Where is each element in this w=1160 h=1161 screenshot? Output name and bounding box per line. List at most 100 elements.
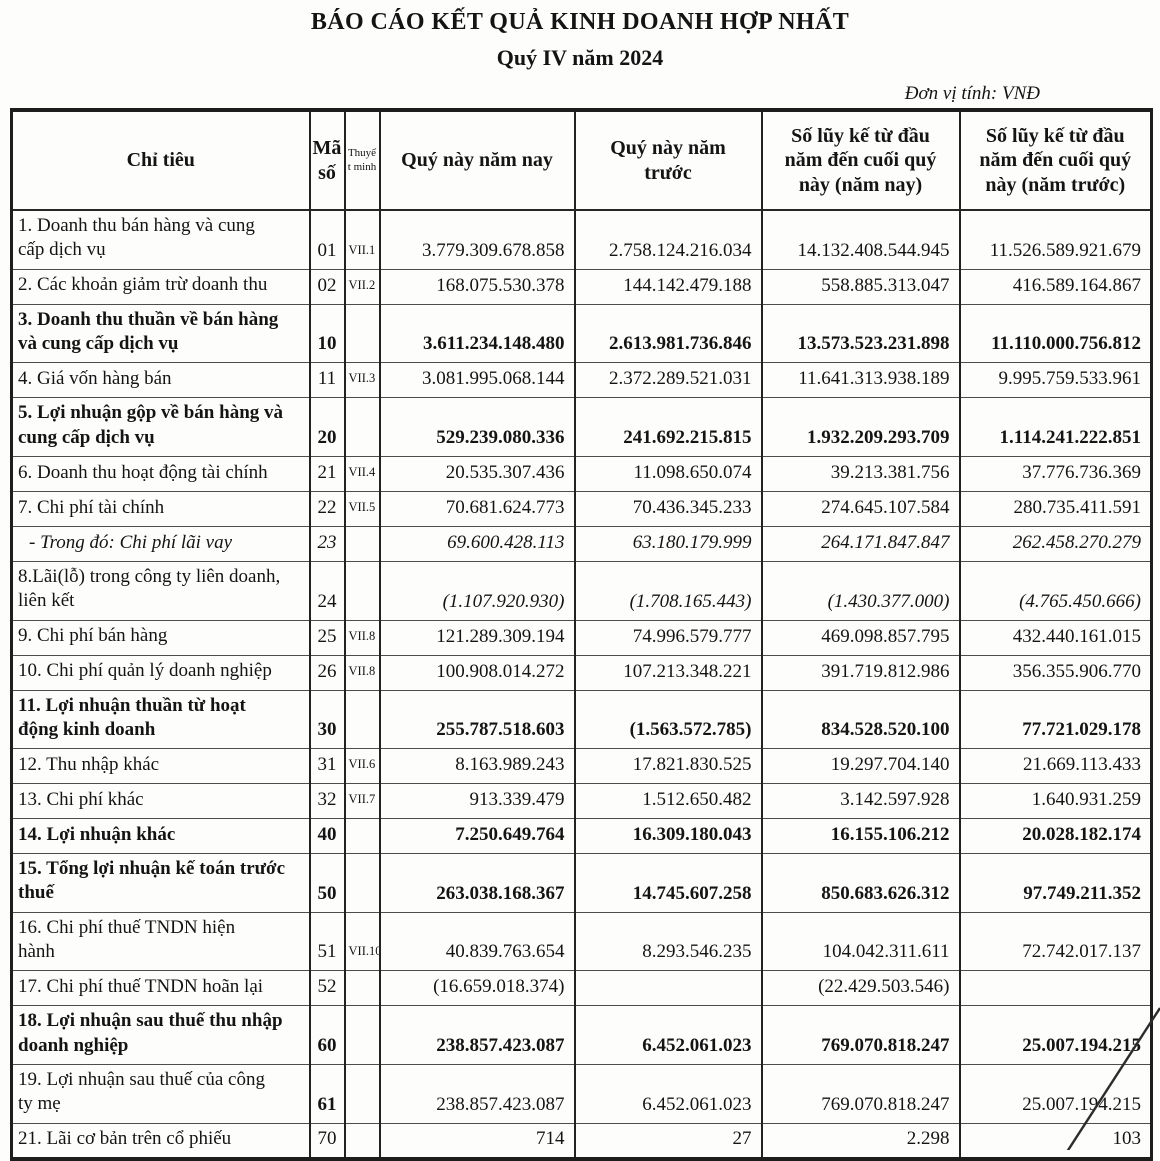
value-ytd-last-year: 72.742.017.137 xyxy=(958,911,1152,971)
value-ytd-this-year: 39.213.381.756 xyxy=(760,455,960,492)
row-code: 22 xyxy=(308,490,345,527)
table-row: 13. Chi phí khác 32 VII.7 913.339.479 1.512.… xyxy=(10,783,1152,819)
value-quarter-this-year: 69.600.428.113 xyxy=(378,525,575,562)
row-note xyxy=(343,689,380,749)
row-note xyxy=(343,303,380,363)
value-ytd-this-year: 558.885.313.047 xyxy=(760,268,960,305)
row-label: 19. Lợi nhuận sau thuế của công ty mẹ xyxy=(10,1064,310,1124)
value-ytd-last-year: 37.776.736.369 xyxy=(958,455,1152,492)
value-quarter-last-year: 241.692.215.815 xyxy=(573,397,762,457)
value-quarter-this-year: 913.339.479 xyxy=(378,783,575,819)
value-ytd-last-year: 9.995.759.533.961 xyxy=(958,362,1152,398)
row-note xyxy=(343,970,380,1006)
table-row: 7. Chi phí tài chính 22 VII.5 70.681.624.77… xyxy=(10,490,1152,527)
value-ytd-last-year: 25.007.194.215 xyxy=(958,1064,1152,1124)
table-row: 19. Lợi nhuận sau thuế của công ty mẹ 61 2… xyxy=(10,1064,1152,1124)
value-quarter-this-year: 238.857.423.087 xyxy=(378,1005,575,1065)
row-note: VII.1 xyxy=(343,209,380,270)
row-label: - Trong đó: Chi phí lãi vay xyxy=(10,525,310,562)
value-quarter-last-year: (1.563.572.785) xyxy=(573,689,762,749)
row-code: 40 xyxy=(308,818,345,854)
table-row: 10. Chi phí quản lý doanh nghiệp 26 VII.8 1… xyxy=(10,654,1152,690)
value-quarter-last-year: 6.452.061.023 xyxy=(573,1064,762,1124)
table-row: 21. Lãi cơ bản trên cổ phiếu 70 714 27 2.298… xyxy=(10,1122,1152,1159)
row-note xyxy=(343,853,380,913)
value-quarter-last-year: 11.098.650.074 xyxy=(573,455,762,492)
value-quarter-this-year: 3.611.234.148.480 xyxy=(378,303,575,363)
value-quarter-this-year: 100.908.014.272 xyxy=(378,654,575,690)
row-note: VII.7 xyxy=(343,783,380,819)
row-note: VII.10 xyxy=(343,911,380,971)
value-quarter-last-year: (1.708.165.443) xyxy=(573,560,762,620)
value-quarter-last-year: 16.309.180.043 xyxy=(573,818,762,854)
value-quarter-this-year: 7.250.649.764 xyxy=(378,818,575,854)
value-ytd-last-year: 25.007.194.215 xyxy=(958,1005,1152,1065)
value-quarter-last-year: 8.293.546.235 xyxy=(573,911,762,971)
value-ytd-this-year: 391.719.812.986 xyxy=(760,654,960,690)
row-code: 23 xyxy=(308,525,345,562)
table-header: Chỉ tiêu Mã số Thuyế t minh Quý này năm … xyxy=(10,109,1152,211)
value-ytd-this-year: (1.430.377.000) xyxy=(760,560,960,620)
header-row: Chỉ tiêu Mã số Thuyế t minh Quý này năm … xyxy=(10,109,1152,211)
value-quarter-this-year: 3.779.309.678.858 xyxy=(378,209,575,270)
row-note: VII.5 xyxy=(343,490,380,527)
value-quarter-this-year: 529.239.080.336 xyxy=(378,397,575,457)
row-label: 4. Giá vốn hàng bán xyxy=(10,362,310,398)
row-label: 1. Doanh thu bán hàng và cung cấp dịch v… xyxy=(10,209,310,270)
table-row: 9. Chi phí bán hàng 25 VII.8 121.289.309.19… xyxy=(10,619,1152,655)
header-ytd-this-year: Số lũy kế từ đầu năm đến cuối quý này (n… xyxy=(760,109,960,211)
value-quarter-last-year: 70.436.345.233 xyxy=(573,490,762,527)
row-note: VII.4 xyxy=(343,455,380,492)
table-row: - Trong đó: Chi phí lãi vay 23 69.600.428.… xyxy=(10,525,1152,562)
row-code: 30 xyxy=(308,689,345,749)
value-quarter-this-year: (16.659.018.374) xyxy=(378,970,575,1006)
report-subtitle: Quý IV năm 2024 xyxy=(496,45,664,70)
row-note xyxy=(343,818,380,854)
header-ytd-last-year: Số lũy kế từ đầu năm đến cuối quý này (n… xyxy=(958,109,1152,211)
row-code: 50 xyxy=(308,853,345,913)
value-quarter-this-year: 121.289.309.194 xyxy=(378,619,575,655)
value-quarter-last-year: 14.745.607.258 xyxy=(573,853,762,913)
value-ytd-this-year: 14.132.408.544.945 xyxy=(760,209,960,270)
row-note xyxy=(343,1122,380,1159)
value-ytd-last-year: 356.355.906.770 xyxy=(958,654,1152,690)
table-row: 15. Tổng lợi nhuận kế toán trước thuế 50 2… xyxy=(10,853,1152,913)
value-quarter-this-year: 168.075.530.378 xyxy=(378,268,575,305)
value-quarter-last-year: 1.512.650.482 xyxy=(573,783,762,819)
row-label: 11. Lợi nhuận thuần từ hoạt động kinh do… xyxy=(10,689,310,749)
row-code: 61 xyxy=(308,1064,345,1124)
value-ytd-last-year: 1.114.241.222.851 xyxy=(958,397,1152,457)
value-quarter-last-year: 107.213.348.221 xyxy=(573,654,762,690)
value-quarter-last-year: 17.821.830.525 xyxy=(573,748,762,784)
table-row: 18. Lợi nhuận sau thuế thu nhập doanh ng… xyxy=(10,1005,1152,1065)
row-code: 01 xyxy=(308,209,345,270)
row-note: VII.8 xyxy=(343,619,380,655)
row-label: 17. Chi phí thuế TNDN hoãn lại xyxy=(10,970,310,1006)
table-row: 6. Doanh thu hoạt động tài chính 21 VII.4 2… xyxy=(10,455,1152,492)
value-quarter-this-year: 255.787.518.603 xyxy=(378,689,575,749)
header-ma-so: Mã số xyxy=(308,109,345,211)
value-ytd-this-year: 769.070.818.247 xyxy=(760,1064,960,1124)
row-label: 15. Tổng lợi nhuận kế toán trước thuế xyxy=(10,853,310,913)
value-ytd-last-year: 1.640.931.259 xyxy=(958,783,1152,819)
row-note xyxy=(343,1064,380,1124)
table-row: 8.Lãi(lỗ) trong công ty liên doanh, liên… xyxy=(10,560,1152,620)
value-quarter-this-year: 714 xyxy=(378,1122,575,1159)
row-label: 6. Doanh thu hoạt động tài chính xyxy=(10,455,310,492)
table-row: 16. Chi phí thuế TNDN hiện hành 51 VII.10 4… xyxy=(10,911,1152,971)
value-ytd-last-year: 20.028.182.174 xyxy=(958,818,1152,854)
value-quarter-last-year: 63.180.179.999 xyxy=(573,525,762,562)
value-ytd-this-year: 834.528.520.100 xyxy=(760,689,960,749)
value-ytd-this-year: 16.155.106.212 xyxy=(760,818,960,854)
row-label: 7. Chi phí tài chính xyxy=(10,490,310,527)
value-ytd-this-year: 264.171.847.847 xyxy=(760,525,960,562)
value-ytd-this-year: 13.573.523.231.898 xyxy=(760,303,960,363)
row-code: 26 xyxy=(308,654,345,690)
value-ytd-last-year: 77.721.029.178 xyxy=(958,689,1152,749)
value-quarter-last-year: 27 xyxy=(573,1122,762,1159)
value-ytd-this-year: 274.645.107.584 xyxy=(760,490,960,527)
table-row: 2. Các khoản giảm trừ doanh thu 02 VII.2 16… xyxy=(10,268,1152,305)
row-label: 2. Các khoản giảm trừ doanh thu xyxy=(10,268,310,305)
table-row: 12. Thu nhập khác 31 VII.6 8.163.989.243 17.… xyxy=(10,748,1152,784)
